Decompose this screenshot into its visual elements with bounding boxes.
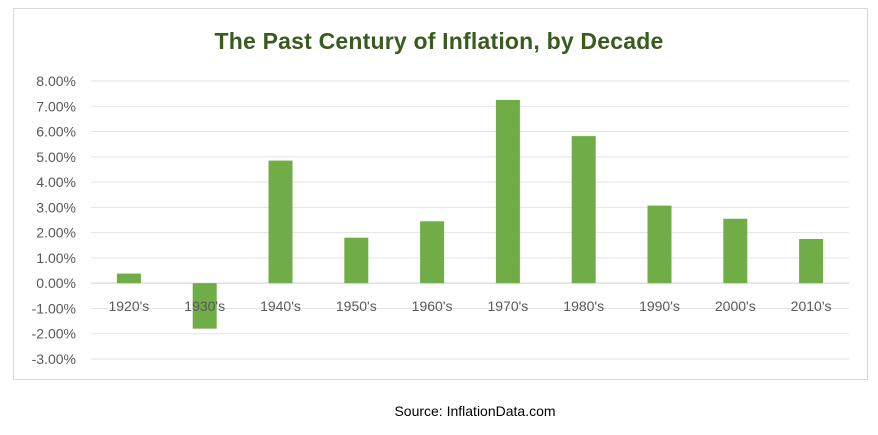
x-tick-label: 1980's [563, 298, 604, 314]
bar-1940's [268, 160, 293, 284]
y-tick-label: 4.00% [36, 174, 76, 190]
source-caption: Source: InflationData.com [394, 403, 556, 419]
y-tick-label: 1.00% [36, 250, 76, 266]
chart-frame [13, 8, 868, 380]
chart-title: The Past Century of Inflation, by Decade [214, 28, 664, 54]
x-tick-label: 1920's [108, 298, 149, 314]
x-tick-label: 1930's [184, 298, 225, 314]
y-tick-label: -2.00% [32, 326, 76, 342]
x-axis-tick-labels: 1920's 1930's 1940's 1950's 1960's 1970's 1980… [108, 298, 831, 314]
bar-1990's [647, 205, 672, 284]
bars [116, 99, 824, 329]
gridlines [91, 80, 849, 360]
y-axis-tick-labels: 8.00% 7.00% 6.00% 5.00% 4.00% 3.00% 2.00% 1.00%… [32, 73, 76, 367]
bar-1970's [495, 99, 520, 284]
bar-1980's [571, 136, 596, 284]
y-tick-label: 7.00% [36, 98, 76, 114]
x-tick-label: 1940's [260, 298, 301, 314]
x-tick-label: 1990's [639, 298, 680, 314]
bar-1920's [116, 273, 141, 284]
y-tick-label: 3.00% [36, 199, 76, 215]
y-tick-label: 6.00% [36, 124, 76, 140]
x-tick-label: 2000's [715, 298, 756, 314]
bar-1930's [192, 283, 217, 329]
x-tick-label: 1960's [412, 298, 453, 314]
bar-2000's [723, 218, 748, 284]
y-tick-label: 2.00% [36, 225, 76, 241]
y-tick-label: -3.00% [32, 351, 76, 367]
bar-1960's [420, 221, 445, 284]
x-tick-label: 1950's [336, 298, 377, 314]
y-tick-label: 8.00% [36, 73, 76, 89]
bar-2010's [799, 238, 824, 284]
x-tick-label: 1970's [487, 298, 528, 314]
x-tick-label: 2010's [791, 298, 832, 314]
bar-1950's [344, 237, 369, 284]
y-tick-label: -1.00% [32, 300, 76, 316]
y-tick-label: 0.00% [36, 275, 76, 291]
y-tick-label: 5.00% [36, 149, 76, 165]
